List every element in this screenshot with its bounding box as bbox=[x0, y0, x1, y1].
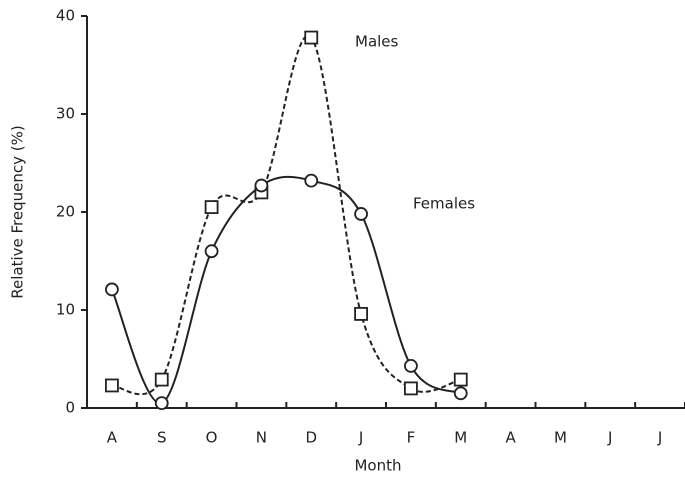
x-tick-label: J bbox=[607, 429, 612, 447]
x-tick-label: D bbox=[305, 429, 317, 447]
data-point bbox=[404, 381, 418, 396]
data-point bbox=[105, 282, 119, 297]
data-point bbox=[154, 396, 169, 411]
x-tick-label: A bbox=[505, 429, 516, 447]
x-tick-label: O bbox=[206, 429, 218, 447]
data-point bbox=[154, 372, 169, 387]
data-point bbox=[254, 178, 269, 193]
y-axis-label: Relative Frequency (%) bbox=[9, 125, 27, 298]
x-tick-label: M bbox=[454, 429, 467, 447]
series-label: Males bbox=[355, 33, 399, 51]
series-line bbox=[111, 34, 462, 396]
y-tick-label: 40 bbox=[56, 7, 75, 25]
y-tick-label: 30 bbox=[56, 105, 75, 123]
x-tick-label: M bbox=[554, 429, 567, 447]
y-tick-label: 20 bbox=[56, 203, 75, 221]
data-point bbox=[453, 386, 468, 401]
series-label: Females bbox=[413, 195, 475, 213]
data-point bbox=[304, 30, 319, 45]
x-tick-label: N bbox=[256, 429, 267, 447]
data-point bbox=[453, 372, 468, 387]
x-tick-label: F bbox=[407, 429, 416, 447]
data-point bbox=[354, 307, 368, 321]
x-tick-label: J bbox=[657, 429, 662, 447]
x-tick-label: A bbox=[107, 429, 118, 447]
y-tick-label: 10 bbox=[56, 301, 75, 319]
data-point bbox=[204, 244, 219, 259]
x-axis-label: Month bbox=[354, 457, 401, 475]
data-point bbox=[404, 358, 418, 373]
x-tick-label: J bbox=[358, 429, 363, 447]
y-tick-label: 0 bbox=[65, 399, 75, 417]
data-point bbox=[304, 173, 319, 188]
data-point bbox=[204, 200, 219, 215]
x-tick-label: S bbox=[157, 429, 167, 447]
data-point bbox=[105, 378, 119, 393]
data-point bbox=[354, 207, 368, 221]
